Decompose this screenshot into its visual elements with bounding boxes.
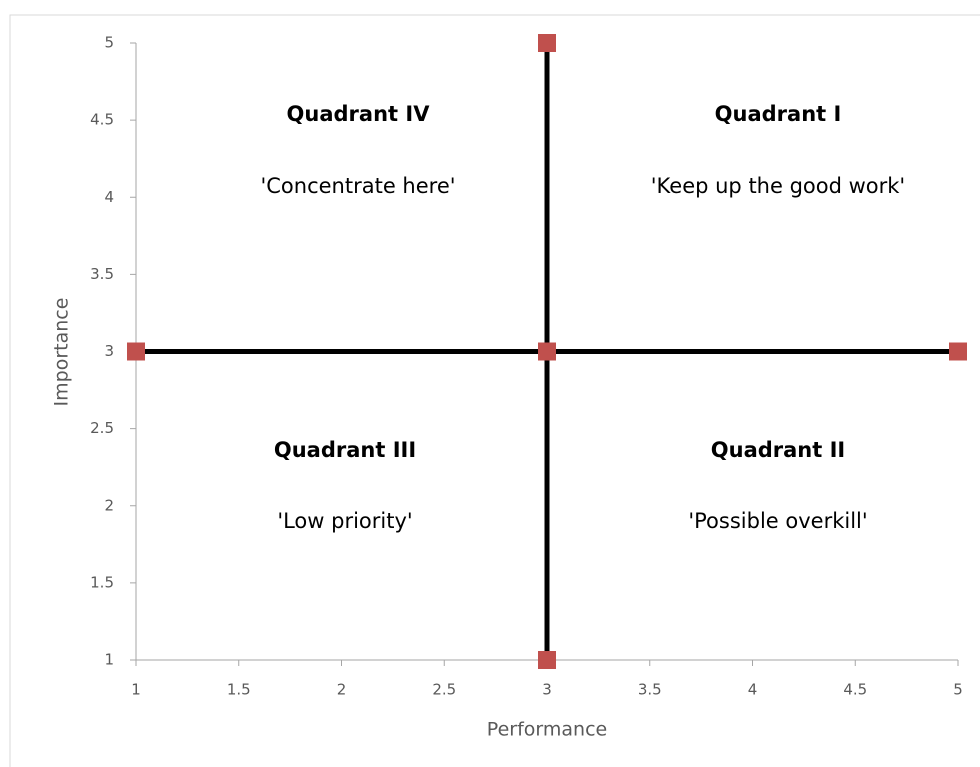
x-tick-label: 4.5 (843, 681, 867, 699)
y-tick-label: 1.5 (90, 573, 114, 591)
x-tick-label: 2.5 (432, 681, 456, 699)
y-tick-label: 3.5 (90, 265, 114, 283)
quadrant-text: 'Concentrate here' (260, 174, 455, 198)
x-tick-label: 1 (131, 681, 141, 699)
y-tick-label: 2.5 (90, 419, 114, 437)
x-tick-label: 2 (337, 681, 347, 699)
y-tick-label: 4 (104, 188, 114, 206)
quadrant-title: Quadrant III (274, 438, 416, 462)
quadrant-text: 'Keep up the good work' (651, 174, 905, 198)
quadrant-text: 'Possible overkill' (688, 509, 867, 533)
y-tick-label: 5 (104, 34, 114, 52)
x-tick-label: 1.5 (227, 681, 251, 699)
marker (127, 342, 145, 361)
marker (538, 651, 556, 669)
x-tick-label: 4 (748, 681, 758, 699)
marker (538, 342, 556, 361)
marker (949, 342, 967, 361)
chart-frame (9, 14, 980, 767)
y-tick-label: 4.5 (90, 111, 114, 129)
quadrant-title: Quadrant I (715, 102, 842, 126)
marker (538, 34, 556, 52)
x-tick-label: 3.5 (638, 681, 662, 699)
quadrant-text: 'Low priority' (277, 509, 412, 533)
x-axis-title: Performance (487, 719, 607, 741)
y-tick-label: 3 (104, 342, 114, 360)
y-axis-title: Importance (51, 298, 73, 407)
y-tick-label: 2 (104, 496, 114, 514)
x-tick-label: 3 (542, 681, 552, 699)
quadrant-title: Quadrant IV (287, 102, 431, 126)
quadrant-title: Quadrant II (711, 438, 845, 462)
y-tick-label: 1 (104, 651, 114, 669)
x-tick-label: 5 (953, 681, 963, 699)
